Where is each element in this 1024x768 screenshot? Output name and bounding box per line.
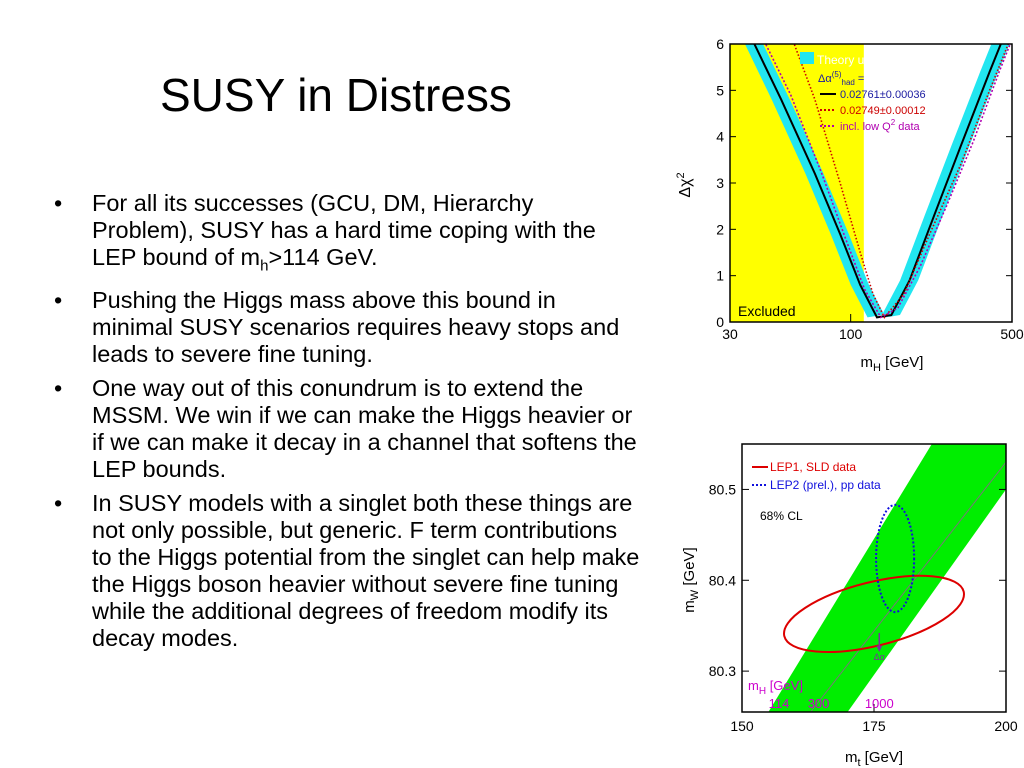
bullet-text-sub: h	[260, 257, 269, 275]
alpha-arrow-head	[876, 645, 883, 653]
x-tick-label: 150	[730, 718, 754, 734]
legend-label: LEP2 (prel.), pp data	[770, 478, 881, 492]
bullet-text: Pushing the Higgs mass above this bound …	[92, 286, 620, 367]
y-tick-label: 5	[716, 82, 724, 98]
cl-ellipse	[783, 574, 965, 653]
bullet-item: • In SUSY models with a singlet both the…	[50, 490, 640, 652]
bullet-text: In SUSY models with a singlet both these…	[92, 489, 640, 651]
x-axis-label: mH [GeV]	[861, 354, 924, 374]
y-tick-label: 2	[716, 221, 724, 237]
y-tick-label: 80.3	[709, 663, 736, 679]
excluded-region	[730, 44, 864, 322]
legend-label: 0.02761±0.00036	[840, 89, 926, 101]
y-tick-label: 0	[716, 314, 724, 330]
x-tick-label: 100	[839, 326, 863, 342]
bullet-item: • One way out of this conundrum is to ex…	[50, 375, 640, 483]
bullet-dot: •	[54, 374, 63, 401]
y-axis-label: mW [GeV]	[681, 547, 701, 612]
y-tick-label: 3	[716, 175, 724, 191]
y-tick-label: 4	[716, 129, 724, 145]
y-tick-label: 80.4	[709, 572, 736, 588]
slide-title: SUSY in Distress	[160, 69, 512, 121]
alpha-arrow-label: Δα	[874, 652, 885, 662]
legend-label: 0.02749±0.00012	[840, 105, 926, 117]
bullet-dot: •	[54, 286, 63, 313]
bullet-item: • Pushing the Higgs mass above this boun…	[50, 287, 640, 368]
y-tick-label: 6	[716, 36, 724, 52]
legend-label: incl. low Q2 data	[840, 118, 921, 133]
legend-alpha-label: Δα(5)had =	[818, 70, 864, 87]
y-axis-label: Δχ2	[675, 172, 694, 197]
y-tick-label: 80.5	[709, 481, 736, 497]
bullet-item: • For all its successes (GCU, DM, Hierar…	[50, 190, 640, 280]
bullet-dot: •	[54, 489, 63, 516]
y-tick-label: 1	[716, 268, 724, 284]
mh-value-label: 300	[808, 696, 830, 711]
series-line	[793, 44, 1010, 319]
higgs-chi2-chart: 0 1 2 3 4 5 6 30 100 500 mH [GeV] Δχ2 Excluded Theory…	[675, 36, 1024, 374]
bullet-text-tail: >114 GeV.	[268, 244, 378, 270]
legend-label: LEP1, SLD data	[770, 460, 856, 474]
legend-band-label: Theory uncertainty	[817, 53, 916, 67]
legend-band-swatch	[800, 52, 814, 64]
x-tick-label: 500	[1000, 326, 1024, 342]
mh-label: mH [GeV]	[748, 678, 803, 697]
mw-mt-chart: Δα 80.3 80.4 80.5 150 175 200 mt [GeV] mW [GeV] L…	[681, 443, 1018, 768]
sm-band-center-line	[810, 461, 1006, 712]
x-tick-label: 200	[994, 718, 1018, 734]
x-tick-label: 175	[862, 718, 886, 734]
mh-value-label: 114	[769, 696, 790, 711]
cl-label: 68% CL	[760, 509, 803, 523]
plot-area	[768, 444, 1006, 712]
bullet-text: For all its successes (GCU, DM, Hierarch…	[92, 190, 596, 270]
cl-ellipse	[875, 503, 916, 614]
bullet-text: One way out of this conundrum is to exte…	[92, 374, 637, 482]
plot-area	[730, 44, 1012, 322]
higgs-chi2-figure: 0 1 2 3 4 5 6 30 100 500 mH [GeV] Δχ2 Excluded Theory…	[660, 30, 1024, 390]
excluded-label: Excluded	[738, 303, 796, 319]
bullet-dot: •	[54, 190, 63, 216]
mh-value-label: 1000	[865, 696, 894, 711]
x-tick-label: 30	[722, 326, 738, 342]
bullet-list: • For all its successes (GCU, DM, Hierar…	[50, 190, 640, 659]
theory-band	[744, 44, 1010, 318]
x-axis-label: mt [GeV]	[845, 749, 903, 768]
mw-mt-figure: Δα 80.3 80.4 80.5 150 175 200 mt [GeV] mW [GeV] L…	[660, 440, 1024, 768]
